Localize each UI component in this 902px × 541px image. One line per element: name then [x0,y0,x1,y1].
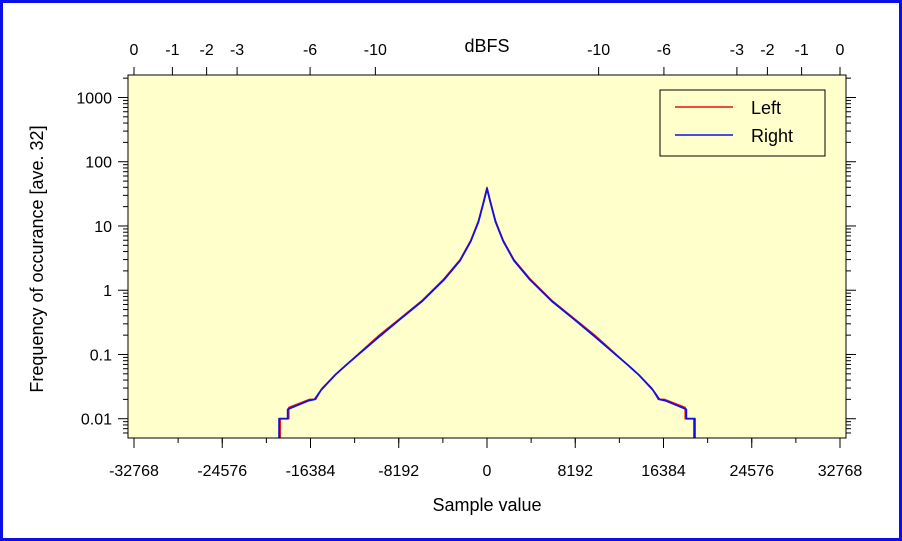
x-tick-label: 8192 [557,463,593,480]
y-tick-label: 10 [94,219,112,236]
y-tick-label: 1 [103,283,112,300]
x-tick-label: 32768 [818,463,863,480]
series-line-right [278,187,696,438]
y-axis: 0.01 0.1 1 10 100 1000 [76,77,128,434]
top-tick-label: -2 [199,42,213,59]
x-tick-label: -8192 [378,463,419,480]
legend-box [659,89,826,157]
x-axis: -32768 -24576 -16384 -8192 0 8192 16384 24576 32… [109,438,862,480]
y-tick-label: 100 [85,155,112,172]
y-tick-label: 1000 [76,90,112,107]
x-tick-label: -32768 [109,463,159,480]
legend-label-right: Right [751,126,793,146]
top-axis-title: dBFS [464,36,509,56]
top-tick-label: -3 [730,42,744,59]
top-tick-label: -10 [364,42,387,59]
series-lines [127,74,847,439]
top-tick-label: -2 [760,42,774,59]
top-tick-label: -6 [657,42,671,59]
top-tick-label: 0 [836,42,845,59]
top-tick-label: -1 [165,42,179,59]
top-tick-label: -6 [303,42,317,59]
x-tick-label: 16384 [641,463,686,480]
x-tick-label: 24576 [730,463,775,480]
right-axis [846,77,856,434]
y-axis-title: Frequency of occurance [ave. 32] [27,125,47,392]
plot-border [127,74,847,439]
y-tick-label: 0.1 [90,347,112,364]
legend-label-left: Left [751,98,781,118]
x-tick-label: -16384 [286,463,336,480]
top-axis: 0 -1 -2 -3 -6 -10 -10 -6 -3 -2 -1 0 [130,42,845,75]
x-tick-label: 0 [483,463,492,480]
x-tick-label: -24576 [197,463,247,480]
top-tick-label: -3 [230,42,244,59]
top-tick-label: 0 [130,42,139,59]
top-tick-label: -10 [587,42,610,59]
top-tick-label: -1 [794,42,808,59]
legend: Left Right [659,89,826,157]
histogram-chart: 0 -1 -2 -3 -6 -10 -10 -6 -3 -2 -1 0 -32768 -24576 -16… [27,36,862,515]
x-axis-title: Sample value [432,495,541,515]
y-tick-label: 0.01 [81,412,112,429]
